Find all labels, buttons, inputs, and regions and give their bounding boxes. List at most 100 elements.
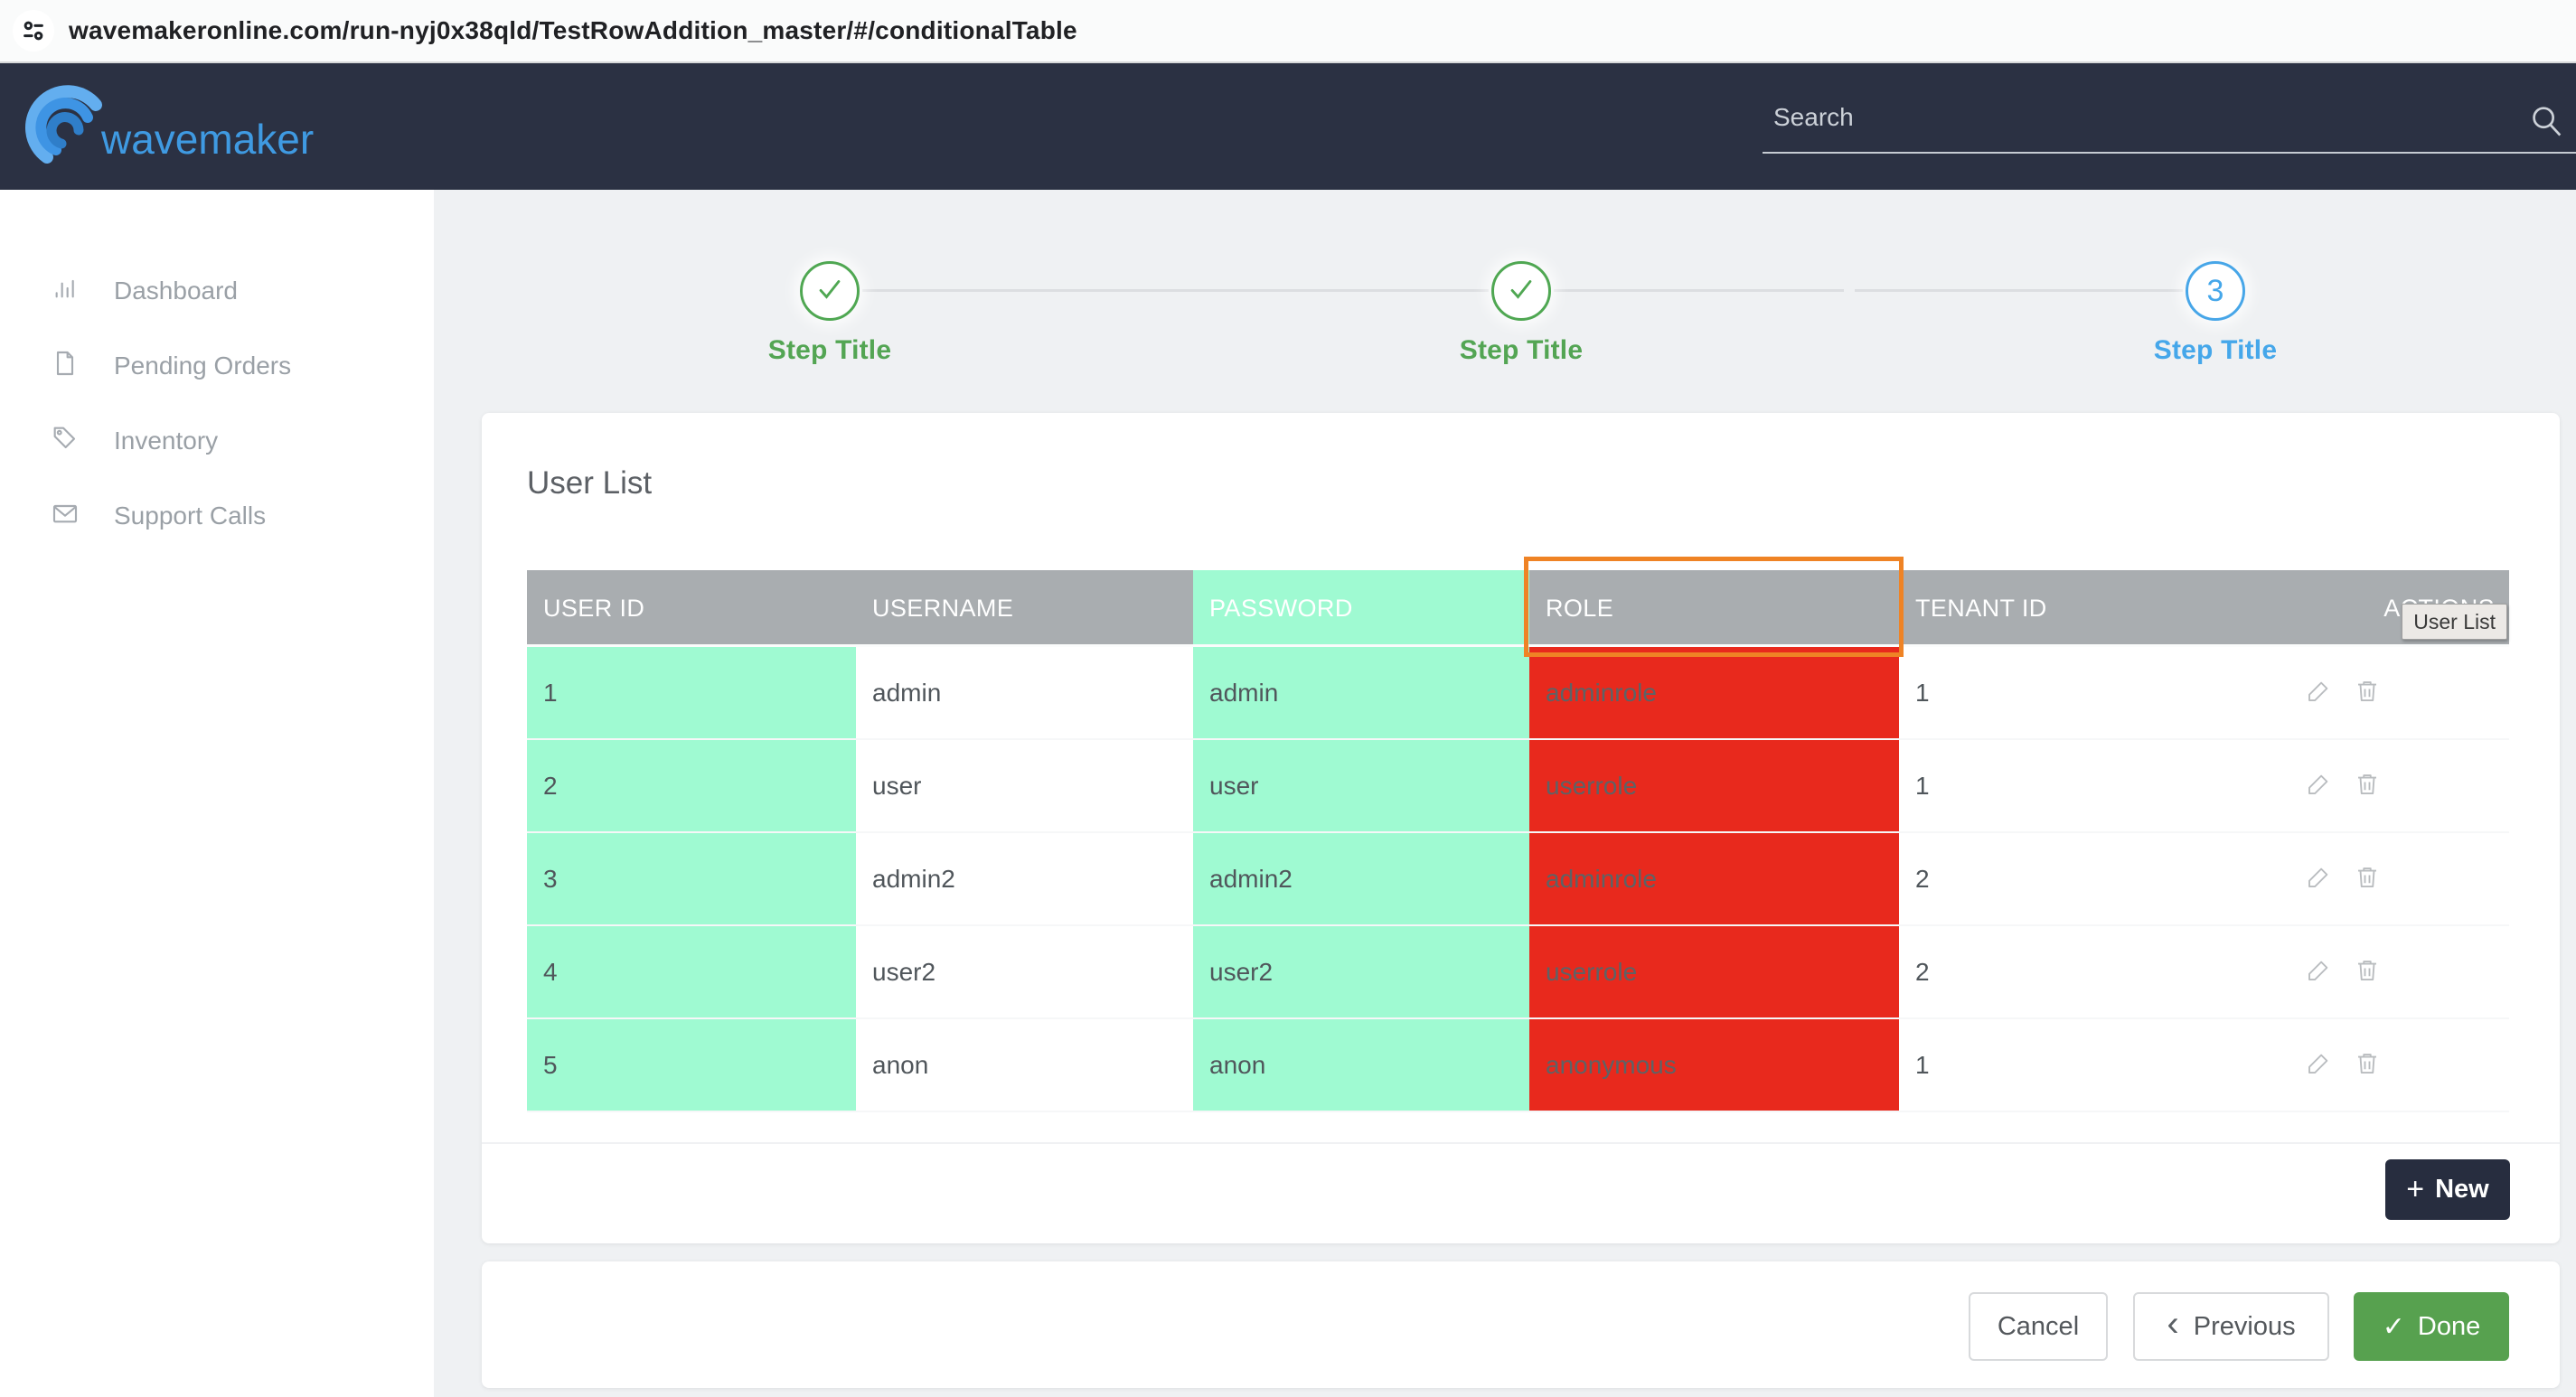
- edit-row-button[interactable]: [2305, 1050, 2332, 1080]
- panel-title: User List: [527, 465, 653, 501]
- edit-row-button[interactable]: [2305, 678, 2332, 708]
- wizard-step-2[interactable]: Step Title: [1422, 261, 1621, 366]
- brand[interactable]: wavemaker: [20, 78, 314, 173]
- check-icon: [814, 274, 845, 309]
- cell-username: user: [856, 740, 1193, 833]
- sidebar-item-pending-orders[interactable]: Pending Orders: [0, 328, 434, 403]
- hover-tooltip: User List: [2402, 604, 2507, 640]
- cancel-button-label: Cancel: [1997, 1311, 2080, 1341]
- envelope-icon: [51, 499, 80, 532]
- plus-icon: +: [2406, 1172, 2425, 1206]
- cell-actions: [2235, 833, 2509, 926]
- cell-role: adminrole: [1529, 647, 1899, 740]
- edit-row-button[interactable]: [2305, 957, 2332, 987]
- cell-password: user2: [1193, 926, 1529, 1019]
- sidebar-item-label: Inventory: [114, 426, 219, 455]
- search-box: [1763, 89, 2576, 154]
- step-title: Step Title: [767, 335, 892, 365]
- step-title: Step Title: [2153, 335, 2278, 365]
- col-header-user-id[interactable]: USER ID: [527, 570, 856, 647]
- cell-role: adminrole: [1529, 833, 1899, 926]
- done-button-label: Done: [2417, 1311, 2481, 1341]
- delete-row-button[interactable]: [2354, 1050, 2381, 1080]
- cell-password: admin2: [1193, 833, 1529, 926]
- cell-username: admin2: [856, 833, 1193, 926]
- trash-icon: [2354, 678, 2381, 708]
- pencil-icon: [2305, 864, 2332, 894]
- table-row[interactable]: 1 admin admin adminrole 1: [527, 647, 2509, 740]
- url-text[interactable]: wavemakeronline.com/run-nyj0x38qld/TestR…: [69, 16, 1077, 44]
- app-navbar: wavemaker: [0, 63, 2576, 190]
- col-header-username[interactable]: USERNAME: [856, 570, 1193, 647]
- delete-row-button[interactable]: [2354, 678, 2381, 708]
- main-content: Step Title Step Title 3 Step Title: [434, 190, 2576, 1397]
- delete-row-button[interactable]: [2354, 864, 2381, 894]
- cell-password: anon: [1193, 1019, 1529, 1112]
- cell-user-id: 2: [527, 740, 856, 833]
- cell-actions: [2235, 647, 2509, 740]
- user-list-card: User List USER ID USERNAME PASSWORD ROLE…: [482, 413, 2560, 1243]
- edit-row-button[interactable]: [2305, 864, 2332, 894]
- col-header-password[interactable]: PASSWORD: [1193, 570, 1529, 647]
- brand-text: wavemaker: [101, 116, 315, 163]
- step-connector-line: [1554, 289, 1844, 292]
- wizard-steps: Step Title Step Title 3 Step Title: [434, 190, 2576, 398]
- cell-actions: [2235, 740, 2509, 833]
- table-row[interactable]: 3 admin2 admin2 adminrole 2: [527, 833, 2509, 926]
- previous-button-label: Previous: [2193, 1311, 2296, 1341]
- cell-username: user2: [856, 926, 1193, 1019]
- sidebar-item-label: Pending Orders: [114, 351, 292, 380]
- trash-icon: [2354, 957, 2381, 987]
- sidebar-item-dashboard[interactable]: Dashboard: [0, 253, 434, 328]
- cell-username: anon: [856, 1019, 1193, 1112]
- step-title: Step Title: [1459, 335, 1584, 365]
- step-circle-done: [1491, 261, 1551, 321]
- table-row[interactable]: 4 user2 user2 userrole 2: [527, 926, 2509, 1019]
- step-number: 3: [2206, 273, 2224, 308]
- table-header-row: USER ID USERNAME PASSWORD ROLE TENANT ID…: [527, 570, 2509, 647]
- sidebar-item-support-calls[interactable]: Support Calls: [0, 478, 434, 553]
- step-connector-line: [1855, 289, 2183, 292]
- previous-button[interactable]: ‹ Previous: [2133, 1292, 2329, 1361]
- sidebar: Dashboard Pending Orders Inventory: [0, 190, 434, 1397]
- table-row[interactable]: 2 user user userrole 1: [527, 740, 2509, 833]
- cell-tenant-id: 1: [1899, 1019, 2235, 1112]
- done-button[interactable]: ✓ Done: [2354, 1292, 2509, 1361]
- check-icon: ✓: [2382, 1311, 2405, 1342]
- cell-tenant-id: 2: [1899, 926, 2235, 1019]
- delete-row-button[interactable]: [2354, 957, 2381, 987]
- sidebar-item-label: Support Calls: [114, 501, 267, 530]
- cell-user-id: 4: [527, 926, 856, 1019]
- pencil-icon: [2305, 771, 2332, 801]
- search-icon[interactable]: [2525, 101, 2567, 147]
- cell-user-id: 3: [527, 833, 856, 926]
- cell-tenant-id: 2: [1899, 833, 2235, 926]
- cell-user-id: 5: [527, 1019, 856, 1112]
- document-icon: [51, 349, 80, 382]
- trash-icon: [2354, 771, 2381, 801]
- col-header-tenant-id[interactable]: TENANT ID: [1899, 570, 2235, 647]
- table-row[interactable]: 5 anon anon anonymous 1: [527, 1019, 2509, 1112]
- delete-row-button[interactable]: [2354, 771, 2381, 801]
- cell-password: admin: [1193, 647, 1529, 740]
- cell-password: user: [1193, 740, 1529, 833]
- wizard-step-3[interactable]: 3 Step Title: [2116, 261, 2315, 366]
- cell-tenant-id: 1: [1899, 740, 2235, 833]
- tag-icon: [51, 424, 80, 457]
- step-circle-done: [800, 261, 860, 321]
- check-icon: [1506, 274, 1537, 309]
- step-connector-line: [862, 289, 1489, 292]
- search-input[interactable]: [1763, 89, 2576, 154]
- pencil-icon: [2305, 678, 2332, 708]
- user-table: USER ID USERNAME PASSWORD ROLE TENANT ID…: [527, 557, 2509, 1112]
- chevron-left-icon: ‹: [2167, 1304, 2179, 1344]
- sidebar-item-inventory[interactable]: Inventory: [0, 403, 434, 478]
- site-settings-icon[interactable]: [13, 10, 54, 52]
- col-header-role[interactable]: ROLE: [1529, 570, 1899, 647]
- wizard-step-1[interactable]: Step Title: [730, 261, 929, 366]
- new-button[interactable]: + New: [2385, 1159, 2510, 1220]
- cell-role: anonymous: [1529, 1019, 1899, 1112]
- cell-actions: [2235, 1019, 2509, 1112]
- edit-row-button[interactable]: [2305, 771, 2332, 801]
- cancel-button[interactable]: Cancel: [1969, 1292, 2108, 1361]
